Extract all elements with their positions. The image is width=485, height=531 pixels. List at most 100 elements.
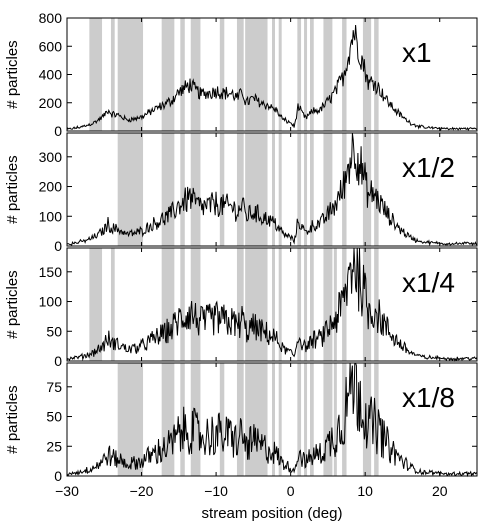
chart-panel: 0 50 100 150 # particles x1/4 xyxy=(4,247,478,369)
gap-band xyxy=(161,133,175,246)
panel-scale-label: x1/4 xyxy=(402,267,455,298)
gap-band xyxy=(236,248,244,361)
gap-band xyxy=(180,133,185,246)
y-axis-label: # particles xyxy=(4,270,21,338)
x-axis: −30 −20 −10 0 10 20 xyxy=(55,483,448,499)
panel-scale-label: x1/2 xyxy=(402,152,455,183)
y-tick-label: 400 xyxy=(39,67,63,83)
y-tick-label: 50 xyxy=(46,409,62,425)
gap-band xyxy=(304,363,308,476)
gap-band xyxy=(219,18,225,131)
x-tick-label: 10 xyxy=(357,483,373,499)
gap-band xyxy=(245,248,268,361)
gap-band xyxy=(245,18,268,131)
gap-band xyxy=(161,363,175,476)
y-tick-label: 0 xyxy=(54,468,62,484)
gap-band xyxy=(278,18,282,131)
data-series-line xyxy=(66,362,478,478)
data-series-line xyxy=(66,247,478,363)
gap-band xyxy=(310,363,314,476)
gap-band xyxy=(110,248,115,361)
x-tick-label: −10 xyxy=(204,483,228,499)
x-tick-label: 0 xyxy=(287,483,295,499)
gap-band xyxy=(161,248,175,361)
gap-band xyxy=(278,133,282,246)
chart-panel: 0 200 400 600 800 # particles x1 xyxy=(4,10,478,139)
gap-band xyxy=(180,18,185,131)
gap-band xyxy=(190,133,201,246)
y-tick-label: 200 xyxy=(39,179,63,195)
x-tick-label: −20 xyxy=(130,483,154,499)
gap-band xyxy=(278,363,282,476)
y-tick-label: 75 xyxy=(46,379,62,395)
gap-band xyxy=(310,133,314,246)
y-tick-label: 800 xyxy=(39,10,63,26)
panel-frame xyxy=(66,247,478,362)
y-axis-label: # particles xyxy=(4,385,21,453)
panel-frame xyxy=(66,132,478,247)
gap-band xyxy=(310,18,314,131)
gap-band xyxy=(117,18,144,131)
gap-band xyxy=(272,363,275,476)
gap-band xyxy=(310,248,314,361)
chart-panels: 0 200 400 600 800 # particles x1 0 100 200 300 # pa… xyxy=(4,10,478,484)
data-series-line xyxy=(66,24,478,132)
gap-band xyxy=(236,18,244,131)
panel-scale-label: x1/8 xyxy=(402,382,455,413)
gap-band xyxy=(219,363,225,476)
gap-band xyxy=(245,363,268,476)
y-tick-label: 0 xyxy=(54,353,62,369)
chart-panel: 0 25 50 75 # particles x1/8 xyxy=(4,362,478,484)
y-tick-label: 600 xyxy=(39,38,63,54)
gap-band xyxy=(374,18,379,131)
gap-band xyxy=(89,248,103,361)
gap-band xyxy=(333,363,337,476)
gap-band xyxy=(117,363,144,476)
gap-band xyxy=(304,248,308,361)
gap-band xyxy=(110,18,115,131)
gap-band xyxy=(219,133,225,246)
gap-band xyxy=(117,133,144,246)
x-tick-label: −30 xyxy=(55,483,79,499)
y-tick-label: 100 xyxy=(39,208,63,224)
gap-band xyxy=(297,363,302,476)
gap-band xyxy=(362,363,372,476)
y-tick-label: 0 xyxy=(54,238,62,254)
gap-band xyxy=(374,248,379,361)
gap-band xyxy=(272,18,275,131)
gap-band xyxy=(323,133,333,246)
gap-band xyxy=(190,363,201,476)
panel-scale-label: x1 xyxy=(402,37,432,68)
chart-panel: 0 100 200 300 # particles x1/2 xyxy=(4,132,478,254)
gap-band xyxy=(323,363,333,476)
y-tick-label: 0 xyxy=(54,123,62,139)
gap-band xyxy=(190,18,201,131)
y-tick-label: 150 xyxy=(39,264,63,280)
gap-band xyxy=(323,18,333,131)
gap-band xyxy=(304,18,308,131)
gap-band xyxy=(161,18,175,131)
y-axis-label: # particles xyxy=(4,40,21,108)
gap-band xyxy=(245,133,268,246)
gap-band xyxy=(333,248,337,361)
gap-band xyxy=(278,248,282,361)
y-tick-label: 300 xyxy=(39,149,63,165)
gap-band xyxy=(323,248,333,361)
gap-band xyxy=(297,18,302,131)
gap-band xyxy=(297,133,302,246)
gap-band xyxy=(374,363,379,476)
gap-band xyxy=(297,248,302,361)
gap-band xyxy=(342,248,347,361)
gap-band xyxy=(236,133,244,246)
panel-frame xyxy=(66,362,478,477)
y-axis-label: # particles xyxy=(4,155,21,223)
x-axis-label: stream position (deg) xyxy=(202,505,343,522)
gap-band xyxy=(180,248,185,361)
gap-band xyxy=(272,248,275,361)
gap-band xyxy=(342,363,347,476)
gap-band xyxy=(89,18,103,131)
gap-band xyxy=(180,363,185,476)
data-series-line xyxy=(66,132,477,247)
y-tick-label: 50 xyxy=(46,323,62,339)
